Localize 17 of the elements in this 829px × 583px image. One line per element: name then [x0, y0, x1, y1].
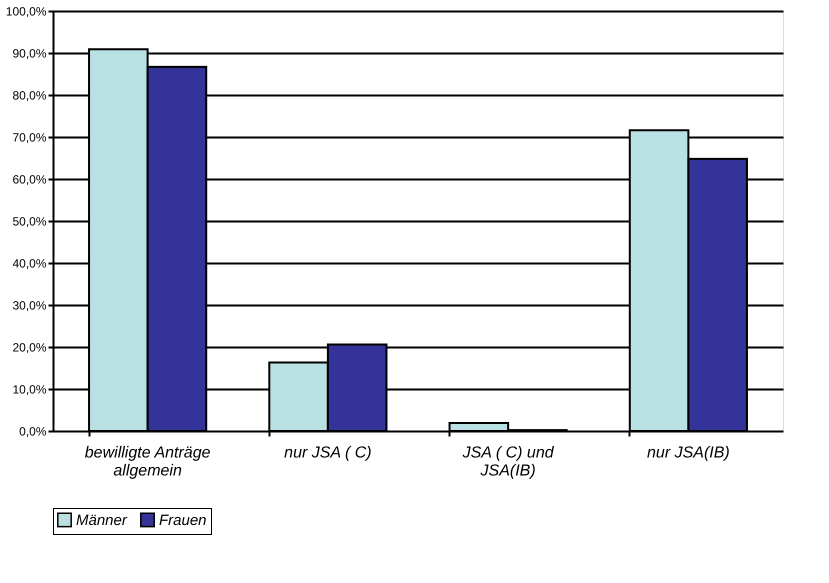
y-tick-label: 70,0%	[12, 130, 47, 144]
y-tick-label: 60,0%	[12, 172, 47, 186]
y-tick-label: 50,0%	[12, 214, 47, 228]
x-tick-label: nur JSA ( C)	[284, 444, 372, 462]
y-tick-label: 90,0%	[12, 46, 47, 60]
x-tick-label: nur JSA(IB)	[647, 444, 730, 462]
x-tick-label: JSA ( C) und JSA(IB)	[462, 444, 555, 480]
x-tick-label: bewilligte Anträge allgemein	[84, 444, 211, 480]
legend-label: Männer	[76, 512, 128, 529]
y-tick-label: 20,0%	[12, 340, 47, 354]
y-tick-label: 40,0%	[12, 256, 47, 270]
y-tick-label: 100,0%	[6, 4, 47, 18]
y-tick-label: 10,0%	[12, 382, 47, 396]
y-tick-label: 0,0%	[19, 424, 47, 438]
y-tick-label: 80,0%	[12, 88, 47, 102]
legend-label: Frauen	[159, 512, 207, 529]
y-tick-label: 30,0%	[12, 298, 47, 312]
